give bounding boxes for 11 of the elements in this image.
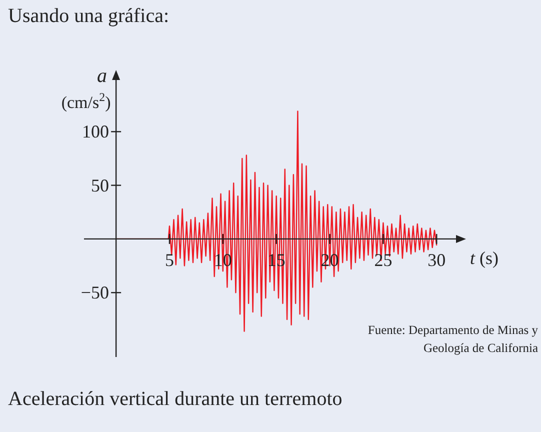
x-tick-label: 5 <box>164 250 174 270</box>
x-axis-title: t (s) <box>470 248 499 268</box>
annotation: Fuente: Departamento de Minas y Geología de California <box>368 323 539 355</box>
chart-title: Usando una gráfica: <box>8 5 170 27</box>
y-tick-label: 50 <box>91 175 110 196</box>
x-tick-label: 30 <box>428 250 446 270</box>
text: Aceleración vertical durante un terremoto <box>8 388 342 410</box>
y-axis-title: a (cm/s$^{2}$) <box>61 65 111 112</box>
x-tick-label: 25 <box>374 250 392 270</box>
y-tick-label: 100 <box>82 122 110 142</box>
y-tick-label: −50 <box>80 282 110 303</box>
